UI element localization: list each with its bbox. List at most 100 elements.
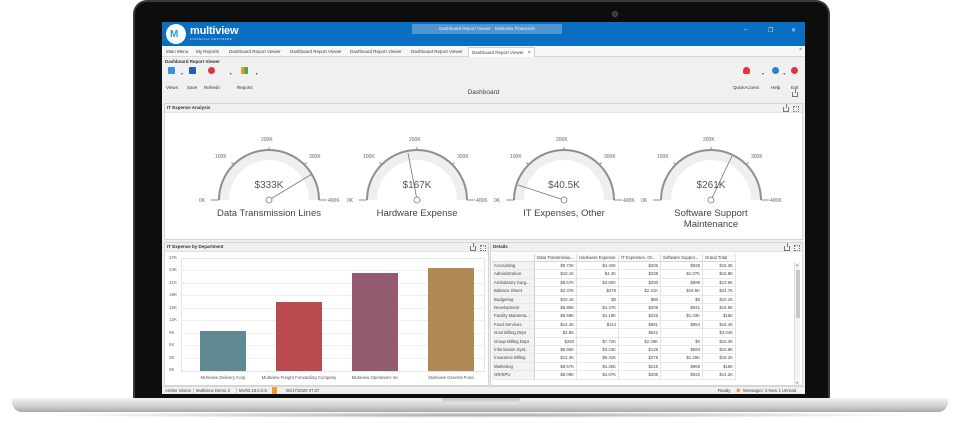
table-cell[interactable]: $4.4K — [577, 270, 619, 279]
table-cell[interactable]: $954 — [661, 320, 703, 330]
table-cell[interactable]: $114 — [577, 320, 619, 330]
status-messages[interactable]: Messages: 2 New 1 Unread — [743, 388, 797, 393]
minimize-button[interactable]: – — [744, 27, 748, 33]
table-cell[interactable]: $13.6K — [703, 278, 736, 288]
bar-multiview-operations-inc[interactable] — [352, 273, 398, 371]
table-cell[interactable]: $6.86K — [535, 346, 577, 355]
table-cell[interactable]: $0 — [661, 295, 703, 304]
table-cell[interactable] — [577, 329, 619, 338]
column-header[interactable]: Data Transmissio... — [535, 254, 577, 262]
refresh-button[interactable]: Refresh ▾ — [204, 67, 232, 94]
table-cell[interactable]: $14.4K — [535, 320, 577, 330]
row-header[interactable]: Ambulatory Surg... — [492, 278, 535, 288]
table-cell[interactable]: $205 — [619, 371, 661, 380]
table-cell[interactable]: $0 — [577, 295, 619, 304]
table-cell[interactable]: $9.85K — [535, 304, 577, 313]
table-cell[interactable]: $275 — [577, 287, 619, 296]
table-cell[interactable]: $7.72K — [577, 337, 619, 346]
row-header[interactable]: Group Billing Dept — [492, 337, 535, 346]
tab-dashboard-report-viewer-2[interactable]: Dashboard Report Viewer — [287, 47, 345, 57]
exit-button[interactable]: Exit — [791, 67, 799, 94]
table-cell[interactable]: $4.26K — [577, 362, 619, 372]
table-cell[interactable]: $278 — [619, 354, 661, 363]
table-cell[interactable]: $9.57K — [535, 362, 577, 372]
row-header[interactable]: Development — [492, 304, 535, 313]
row-header[interactable]: Facility Maintena... — [492, 312, 535, 321]
column-header[interactable]: Grand Total — [703, 254, 736, 262]
close-window-button[interactable]: ✕ — [791, 28, 797, 34]
table-cell[interactable]: $250 — [535, 337, 577, 346]
restore-button[interactable]: ❐ — [768, 28, 774, 34]
maximize-icon[interactable] — [794, 245, 800, 251]
table-cell[interactable]: $925 — [661, 262, 703, 271]
row-header[interactable]: Administration — [492, 270, 535, 279]
table-cell[interactable]: $1.25K — [661, 354, 703, 363]
bar-multiview-general-fund[interactable] — [428, 267, 474, 371]
table-cell[interactable]: $19.6K — [661, 287, 703, 296]
table-cell[interactable]: $5.41K — [577, 354, 619, 363]
table-cell[interactable]: $3.82K — [577, 278, 619, 288]
table-cell[interactable]: $10.1K — [535, 270, 577, 279]
messages-icon[interactable]: ◆ — [736, 388, 741, 394]
bar-multiview-delivery-corp[interactable] — [200, 330, 246, 371]
table-cell[interactable]: $1.07K — [661, 270, 703, 279]
table-cell[interactable]: $10.1K — [535, 295, 577, 304]
table-cell[interactable]: $200 — [619, 278, 661, 288]
table-cell[interactable]: $15.3K — [703, 262, 736, 271]
export-icon[interactable] — [783, 104, 789, 112]
table-cell[interactable]: $9.06K — [535, 371, 577, 380]
tab-dashboard-report-viewer-1[interactable]: Dashboard Report Viewer — [226, 47, 284, 57]
row-header[interactable]: Food Services — [492, 320, 535, 330]
table-cell[interactable]: $941 — [661, 304, 703, 313]
row-header[interactable]: Govt Billing Dept — [492, 329, 535, 338]
help-button[interactable]: Help ▾ — [771, 67, 785, 94]
table-cell[interactable]: $209 — [619, 304, 661, 313]
tab-main-menu[interactable]: Main Menu — [163, 47, 191, 57]
row-header[interactable]: Information Syst... — [492, 346, 535, 355]
table-cell[interactable]: $969 — [661, 362, 703, 372]
column-header[interactable]: Software Suppor... — [661, 254, 703, 262]
table-cell[interactable]: $8.67K — [535, 278, 577, 288]
table-cell[interactable]: $4.07K — [577, 371, 619, 380]
row-header[interactable]: OR/SPU — [492, 371, 535, 380]
table-cell[interactable]: $9.72K — [535, 262, 577, 271]
bar-multiview-freight-forwarding[interactable] — [276, 301, 322, 371]
table-cell[interactable]: $15.8K — [703, 270, 736, 279]
table-cell[interactable]: $542 — [619, 329, 661, 338]
scroll-down-icon[interactable]: ▾ — [796, 380, 799, 385]
table-cell[interactable]: $226 — [619, 312, 661, 321]
row-header[interactable]: Accounting — [492, 262, 535, 271]
table-cell[interactable]: $206 — [619, 262, 661, 271]
table-cell[interactable]: $80 — [619, 295, 661, 304]
maximize-icon[interactable] — [793, 106, 799, 112]
export-icon[interactable] — [792, 89, 798, 97]
scroll-thumb[interactable] — [796, 270, 800, 318]
table-cell[interactable] — [661, 329, 703, 338]
table-cell[interactable]: $19.2K — [703, 354, 736, 363]
save-button[interactable]: Save — [187, 67, 197, 94]
table-cell[interactable]: $2.5K — [535, 329, 577, 338]
table-cell[interactable]: $4.19K — [577, 312, 619, 321]
table-cell[interactable]: $10.8K — [703, 346, 736, 355]
row-header[interactable]: Balance Sheet — [492, 287, 535, 296]
vertical-scrollbar[interactable]: ▴ ▾ — [794, 262, 800, 385]
scroll-up-icon[interactable]: ▴ — [796, 262, 799, 267]
row-header[interactable]: Budgeting — [492, 295, 535, 304]
table-cell[interactable]: $129 — [619, 346, 661, 355]
table-cell[interactable]: $899 — [661, 278, 703, 288]
close-all-tabs-icon[interactable]: × — [799, 47, 802, 53]
table-cell[interactable]: $4.47K — [577, 304, 619, 313]
close-tab-icon[interactable]: × — [527, 50, 531, 56]
reports-button[interactable]: Reports ▾ — [237, 67, 258, 94]
table-cell[interactable]: $24.7K — [703, 287, 736, 296]
table-cell[interactable]: $10.3K — [703, 337, 736, 346]
export-icon[interactable] — [784, 243, 790, 251]
table-cell[interactable]: $1.03K — [661, 312, 703, 321]
table-cell[interactable]: $14.2K — [703, 371, 736, 380]
column-header[interactable]: IT Expenses, Ot... — [619, 254, 661, 262]
row-header[interactable]: Marketing — [492, 362, 535, 372]
table-cell[interactable]: $2.37K — [535, 287, 577, 296]
table-cell[interactable]: $10.1K — [703, 295, 736, 304]
table-cell[interactable]: $2.29K — [619, 337, 661, 346]
table-cell[interactable]: $583 — [661, 346, 703, 355]
